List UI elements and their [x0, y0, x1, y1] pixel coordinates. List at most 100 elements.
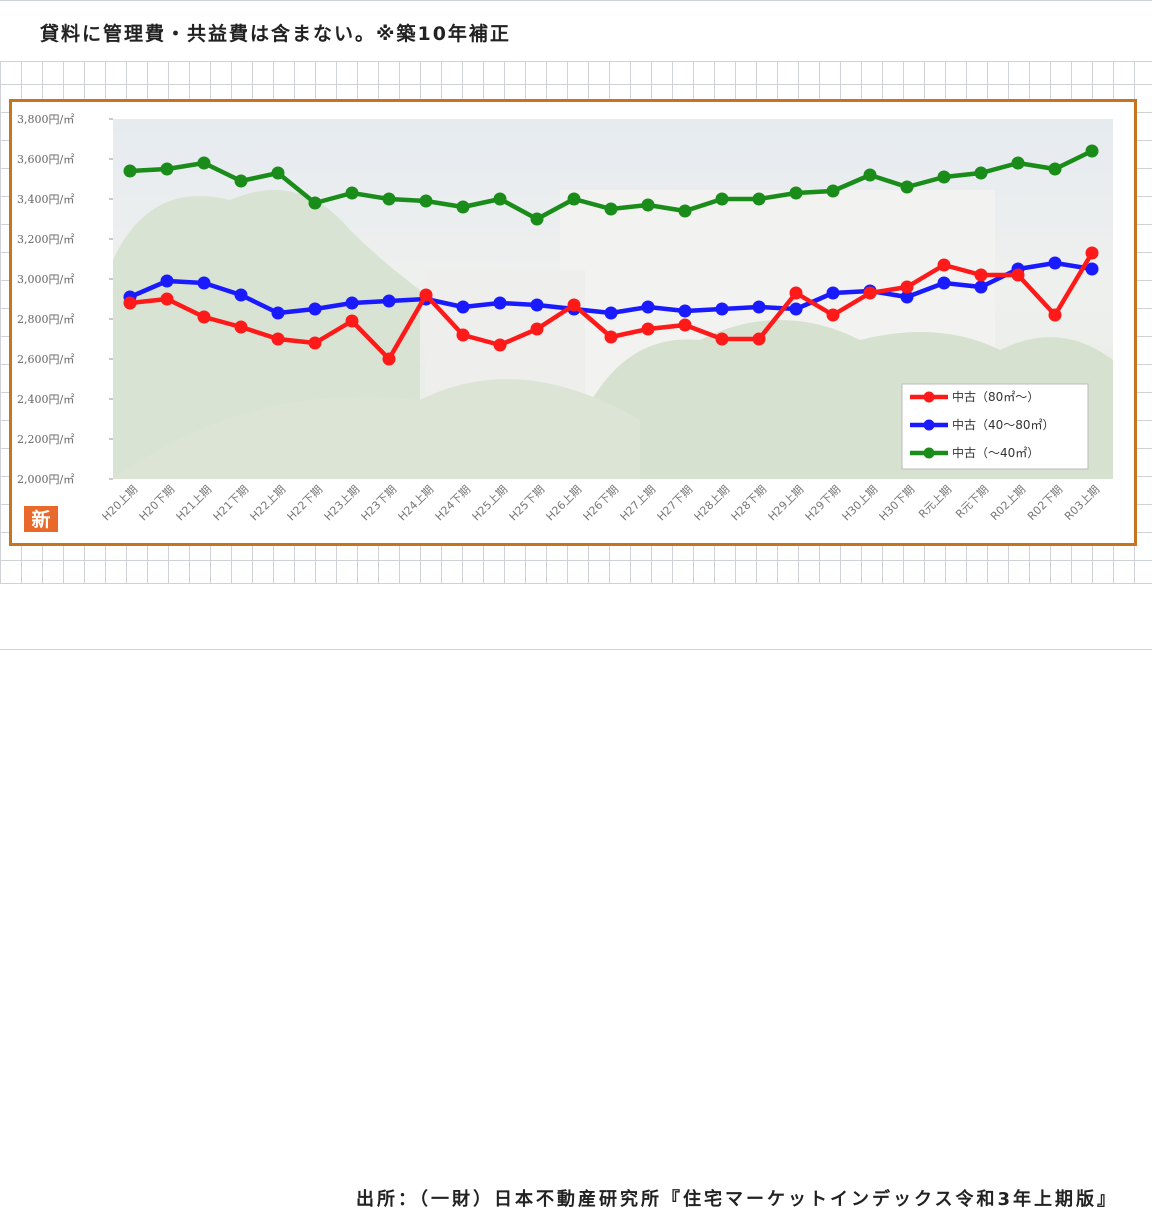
data-point	[308, 196, 322, 210]
data-point	[1048, 308, 1062, 322]
x-tick-label: H22上期	[248, 483, 289, 524]
y-tick-label: 3,400円/㎡	[17, 193, 74, 206]
data-point	[937, 258, 951, 272]
x-tick-label: R元上期	[916, 483, 954, 521]
x-tick-label: H27上期	[618, 483, 659, 524]
data-point	[826, 308, 840, 322]
data-point	[974, 268, 988, 282]
data-point	[678, 204, 692, 218]
data-point	[197, 276, 211, 290]
x-tick-label: R02上期	[988, 483, 1028, 523]
data-point	[863, 168, 877, 182]
data-point	[271, 166, 285, 180]
x-tick-label: H22下期	[285, 483, 326, 524]
data-point	[789, 302, 803, 316]
data-point	[1011, 268, 1025, 282]
x-tick-label: H29上期	[766, 483, 807, 524]
x-tick-label: H29下期	[803, 483, 844, 524]
data-point	[1048, 256, 1062, 270]
data-point	[826, 184, 840, 198]
rent-line-chart: 2,000円/㎡ 2,200円/㎡ 2,400円/㎡ 2,600円/㎡ 2,800円/㎡…	[17, 113, 1113, 532]
x-tick-label: H23上期	[322, 483, 363, 524]
data-point	[752, 332, 766, 346]
data-point	[1085, 246, 1099, 260]
x-tick-label: R元下期	[953, 483, 991, 521]
data-point	[234, 174, 248, 188]
series-layer	[123, 144, 1099, 366]
data-point	[197, 156, 211, 170]
x-tick-label: H20下期	[137, 483, 178, 524]
data-point	[382, 352, 396, 366]
data-point	[789, 286, 803, 300]
data-point	[1085, 262, 1099, 276]
data-point	[123, 164, 137, 178]
data-point	[530, 212, 544, 226]
x-tick-label: H28下期	[729, 483, 770, 524]
y-tick-label: 3,800円/㎡	[17, 113, 74, 126]
x-tick-label: H20上期	[100, 483, 141, 524]
x-tick-label: H24上期	[396, 483, 437, 524]
data-point	[345, 296, 359, 310]
x-tick-label: H24下期	[433, 483, 474, 524]
data-point	[530, 298, 544, 312]
data-point	[493, 296, 507, 310]
data-point	[493, 338, 507, 352]
data-point	[456, 328, 470, 342]
data-point	[826, 286, 840, 300]
x-tick-label: H25下期	[507, 483, 548, 524]
data-point	[160, 162, 174, 176]
data-point	[604, 330, 618, 344]
data-point	[641, 300, 655, 314]
data-point	[974, 166, 988, 180]
x-tick-label: H21上期	[174, 483, 215, 524]
data-point	[382, 294, 396, 308]
data-point	[752, 192, 766, 206]
legend-label: 中古（40～80㎡）	[952, 417, 1055, 432]
x-axis: H20上期H20下期H21上期H21下期H22上期H22下期H23上期H23下期…	[100, 483, 1103, 524]
data-point	[604, 306, 618, 320]
data-point	[271, 306, 285, 320]
data-point	[234, 320, 248, 334]
data-point	[419, 194, 433, 208]
data-point	[197, 310, 211, 324]
data-point	[160, 292, 174, 306]
data-point	[456, 200, 470, 214]
data-point	[530, 322, 544, 336]
x-tick-label: H21下期	[211, 483, 252, 524]
y-tick-label: 3,200円/㎡	[17, 233, 74, 246]
data-point	[789, 186, 803, 200]
data-point	[160, 274, 174, 288]
y-axis: 2,000円/㎡ 2,200円/㎡ 2,400円/㎡ 2,600円/㎡ 2,800円/㎡…	[17, 113, 113, 486]
data-point	[308, 302, 322, 316]
x-tick-label: R02下期	[1025, 483, 1065, 523]
data-point	[937, 170, 951, 184]
data-point	[345, 314, 359, 328]
data-point	[641, 322, 655, 336]
data-point	[678, 318, 692, 332]
data-point	[308, 336, 322, 350]
x-tick-label: H23下期	[359, 483, 400, 524]
x-tick-label: H27下期	[655, 483, 696, 524]
data-point	[900, 180, 914, 194]
legend-swatch-marker	[923, 447, 935, 459]
data-point	[900, 280, 914, 294]
data-point	[974, 280, 988, 294]
legend-swatch-marker	[923, 419, 935, 431]
x-tick-label: R03上期	[1062, 483, 1102, 523]
chart-note: 貸料に管理費・共益費は含まない。※築10年補正	[40, 23, 511, 45]
y-tick-label: 2,400円/㎡	[17, 393, 74, 406]
data-point	[752, 300, 766, 314]
header-band: 貸料に管理費・共益費は含まない。※築10年補正	[0, 0, 1152, 62]
data-point	[900, 290, 914, 304]
data-point	[937, 276, 951, 290]
data-point	[715, 192, 729, 206]
x-tick-label: H26上期	[544, 483, 585, 524]
data-point	[345, 186, 359, 200]
new-badge: 新	[24, 506, 58, 532]
x-tick-label: H30上期	[840, 483, 881, 524]
y-tick-label: 2,600円/㎡	[17, 353, 74, 366]
source-caption: 出所：（一財）日本不動産研究所『住宅マーケットインデックス令和3年上期版』	[356, 1189, 1118, 1210]
data-point	[271, 332, 285, 346]
data-point	[604, 202, 618, 216]
legend-label: 中古（80㎡～）	[952, 389, 1039, 404]
